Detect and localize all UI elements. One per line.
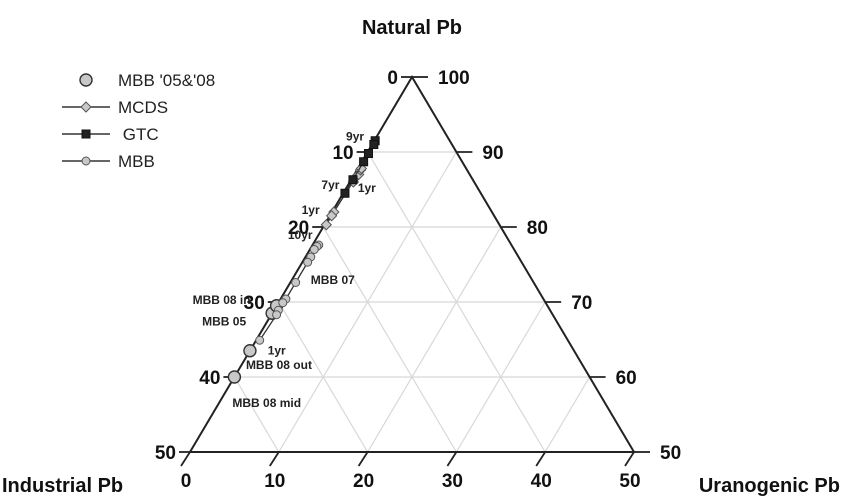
data-point	[309, 245, 319, 254]
tick-label-right: 90	[482, 143, 503, 164]
tick-label-right: 50	[660, 443, 681, 464]
data-series	[227, 136, 380, 384]
tick-label-bottom: 50	[619, 471, 640, 492]
annotation-label: 1yr	[358, 181, 376, 195]
tick-label-bottom: 30	[442, 471, 463, 492]
data-point	[255, 335, 265, 345]
data-point	[243, 344, 257, 358]
tick-label-bottom-mark	[180, 451, 191, 467]
grid-line	[233, 376, 280, 453]
legend-label: MCDS	[118, 98, 168, 117]
tick-label-left: 10	[332, 143, 353, 164]
legend-label: MBB '05&'08	[118, 71, 215, 90]
data-point	[348, 175, 358, 185]
legend-item: GTC	[62, 125, 159, 144]
tick-label-bottom-mark	[446, 451, 458, 467]
legend-label: MBB	[118, 152, 155, 171]
legend-marker	[79, 73, 93, 87]
grid-line	[455, 301, 546, 453]
legend-item: MCDS	[62, 98, 168, 117]
tick-label-bottom: 40	[531, 471, 552, 492]
annotation-label: MBB 08 in	[193, 293, 251, 307]
data-point	[340, 188, 350, 198]
data-point	[227, 370, 242, 384]
tick-label-left: 0	[387, 68, 398, 89]
legend-marker	[81, 129, 91, 139]
tick-label-right: 60	[616, 368, 637, 389]
tick-label-bottom-mark	[269, 451, 280, 467]
annotation-label: 1yr	[302, 203, 320, 217]
legend: MBB '05&'08 MCDS GTC MBB	[62, 71, 215, 171]
annotation-label: MBB 08 mid	[232, 396, 301, 410]
legend-item: MBB '05&'08	[79, 71, 215, 90]
triangle-frame	[188, 75, 636, 453]
tick-label-right: 80	[527, 218, 548, 239]
annotation-label: 10yr	[288, 228, 313, 242]
tick-label-bottom-mark	[357, 451, 369, 467]
annotation-label: MBB 05	[202, 314, 246, 328]
data-point	[369, 140, 379, 149]
annotation-label: 7yr	[321, 178, 339, 192]
data-point	[272, 310, 282, 320]
tick-label-bottom: 20	[353, 471, 374, 492]
series-gtc	[340, 136, 380, 198]
grid-line	[322, 226, 457, 453]
series-mbb	[255, 240, 324, 345]
tick-label-bottom-mark	[624, 451, 635, 467]
data-point	[291, 278, 301, 287]
data-point	[359, 157, 369, 167]
annotation-label: MBB 07	[311, 273, 355, 287]
data-point	[278, 298, 288, 308]
legend-marker	[80, 101, 92, 113]
tick-label-right: 100	[438, 68, 470, 89]
vertex-label-right: Uranogenic Pb	[699, 475, 840, 497]
tick-label-left: 40	[199, 368, 220, 389]
legend-marker	[81, 156, 91, 166]
legend-item: MBB	[62, 152, 155, 171]
vertex-label-left: Industrial Pb	[2, 475, 123, 497]
tick-label-left: 20	[288, 218, 309, 239]
annotation-label: 1yr	[268, 343, 286, 357]
vertex-label-top: Natural Pb	[362, 17, 462, 39]
annotation-label: 9yr	[346, 130, 364, 144]
tick-label-bottom: 0	[181, 471, 192, 492]
tick-label-right: 70	[571, 293, 592, 314]
grid-lines	[233, 151, 591, 453]
grid-line	[544, 376, 591, 453]
grid-line	[367, 226, 502, 453]
annotation-label: MBB 08 out	[246, 358, 312, 372]
triangle-outline	[188, 75, 636, 453]
grid-line	[278, 301, 369, 453]
tick-label-bottom-mark	[535, 451, 546, 467]
legend-label: GTC	[118, 125, 159, 144]
tick-label-left: 30	[244, 293, 265, 314]
data-point	[303, 257, 313, 267]
tick-label-left: 50	[155, 443, 176, 464]
data-point	[320, 219, 333, 231]
data-point	[325, 210, 338, 222]
data-point	[363, 149, 373, 158]
tick-label-bottom: 10	[264, 471, 285, 492]
